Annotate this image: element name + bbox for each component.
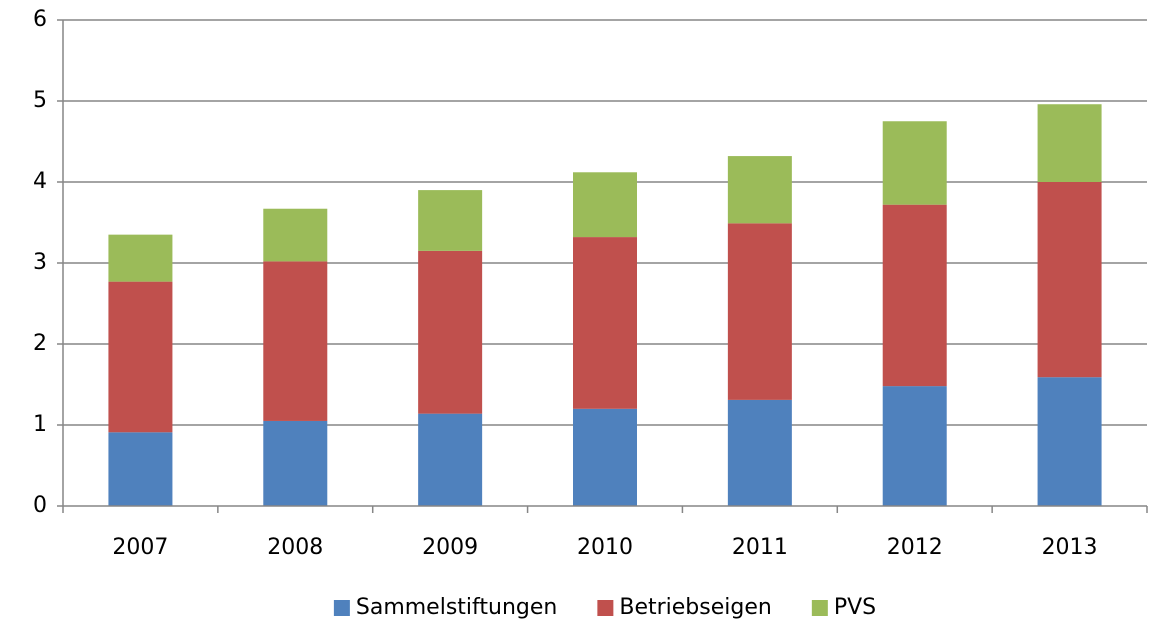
- bar-segment: [263, 261, 328, 421]
- y-tick-label: 6: [33, 7, 47, 32]
- bar-segment: [882, 204, 947, 387]
- legend-swatch: [811, 600, 828, 616]
- bar-segment: [573, 237, 637, 409]
- bar-segment: [418, 190, 483, 251]
- y-tick-label: 5: [33, 88, 47, 113]
- bar-segment: [573, 408, 637, 506]
- bar-segment: [1037, 377, 1102, 506]
- bar-segment: [727, 223, 792, 400]
- x-tick-label: 2011: [732, 535, 788, 560]
- legend-label: Betriebseigen: [619, 595, 771, 620]
- bar-segment: [108, 234, 173, 282]
- x-tick-label: 2008: [267, 535, 323, 560]
- y-tick-label: 3: [33, 250, 47, 275]
- legend-label: PVS: [834, 595, 876, 620]
- x-tick-label: 2009: [422, 535, 478, 560]
- bar-segment: [882, 386, 947, 506]
- y-tick-label: 2: [33, 331, 47, 356]
- x-tick-label: 2012: [887, 535, 943, 560]
- bar-segment: [1037, 104, 1102, 182]
- bar-segment: [418, 250, 483, 414]
- x-tick-label: 2013: [1042, 535, 1098, 560]
- bar-segment: [263, 208, 328, 262]
- bar-segment: [108, 432, 173, 506]
- y-tick-label: 1: [33, 412, 47, 437]
- bar-segment: [727, 399, 792, 506]
- x-tick-label: 2010: [577, 535, 633, 560]
- bar-segment: [727, 156, 792, 224]
- legend-swatch: [333, 600, 350, 616]
- y-tick-label: 4: [33, 169, 47, 194]
- legend-label: Sammelstiftungen: [356, 595, 557, 620]
- y-tick-label: 0: [33, 493, 47, 518]
- bar-segment: [418, 413, 483, 506]
- bar-segment: [882, 121, 947, 205]
- bar-segment: [573, 172, 637, 238]
- x-tick-label: 2007: [112, 535, 168, 560]
- bar-segment: [108, 281, 173, 433]
- bar-segment: [1037, 182, 1102, 378]
- bar-segment: [263, 420, 328, 506]
- legend-swatch: [597, 600, 614, 616]
